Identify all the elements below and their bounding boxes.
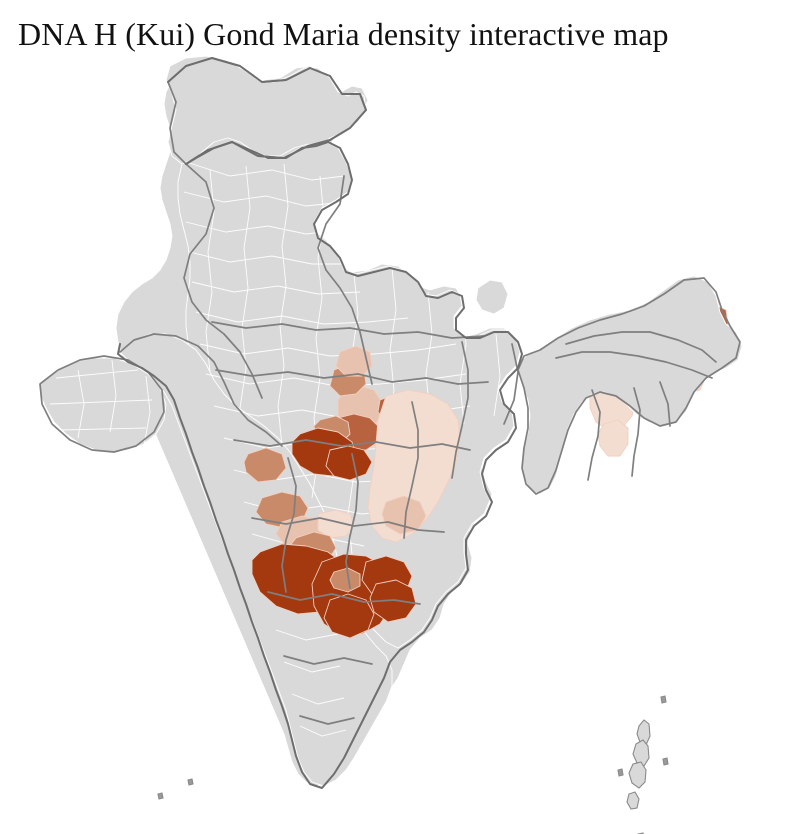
island-andaman-dot-b[interactable] bbox=[662, 757, 669, 766]
region-betul-outlier[interactable] bbox=[243, 447, 287, 483]
island-middle-andaman[interactable] bbox=[632, 739, 650, 767]
outer-border-layer bbox=[117, 57, 523, 789]
india-choropleth-map[interactable] bbox=[0, 52, 791, 834]
region-dantewada-sukma[interactable] bbox=[323, 593, 375, 639]
island-andaman-dot-c[interactable] bbox=[617, 768, 624, 777]
sikkim-corridor bbox=[475, 279, 509, 315]
region-kawardha[interactable] bbox=[325, 445, 373, 481]
shaded-region-central-india[interactable] bbox=[243, 345, 461, 639]
map-canvas[interactable] bbox=[0, 52, 791, 834]
northeast-state-border-layer bbox=[517, 277, 741, 495]
region-sidhi-singrauli[interactable] bbox=[335, 345, 373, 377]
region-kandhamal[interactable] bbox=[369, 579, 417, 623]
islands-layer bbox=[157, 695, 669, 834]
island-lakshadweep-b[interactable] bbox=[187, 778, 194, 786]
state-border-layer bbox=[39, 57, 519, 725]
northeast-base-layer bbox=[517, 275, 743, 495]
island-south-andaman[interactable] bbox=[628, 761, 647, 789]
page-title: DNA H (Kui) Gond Maria density interacti… bbox=[18, 16, 669, 52]
island-north-andaman[interactable] bbox=[636, 719, 651, 746]
region-sikkim[interactable] bbox=[475, 279, 509, 315]
region-mizoram-tongue[interactable] bbox=[597, 419, 629, 457]
island-andaman-dot-a[interactable] bbox=[660, 695, 667, 704]
region-northeast-base[interactable] bbox=[517, 275, 743, 495]
region-narmada-strip[interactable] bbox=[317, 509, 355, 539]
island-little-andaman[interactable] bbox=[626, 791, 640, 810]
island-lakshadweep-a[interactable] bbox=[157, 792, 164, 800]
region-kondagaon[interactable] bbox=[329, 567, 361, 593]
